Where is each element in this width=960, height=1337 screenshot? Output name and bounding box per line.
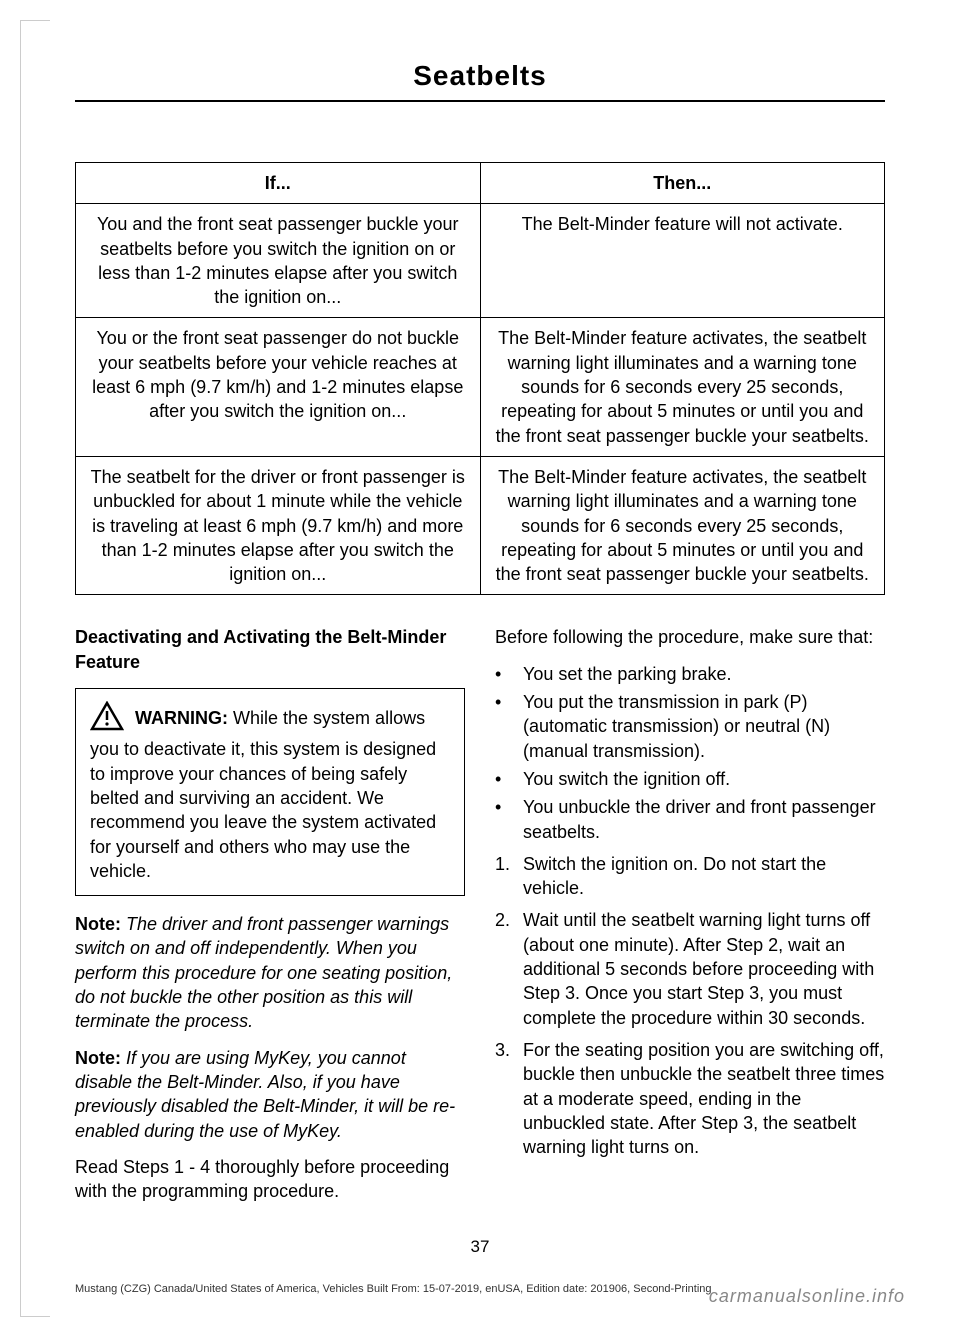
- step-number: 3.: [495, 1038, 523, 1159]
- page-header: Seatbelts: [75, 60, 885, 102]
- step-text: Switch the ignition on. Do not start the…: [523, 852, 885, 901]
- page-edge-decoration: [20, 20, 50, 1317]
- list-item-text: You put the transmission in park (P) (au…: [523, 690, 885, 763]
- table-row: You or the front seat passenger do not b…: [76, 318, 885, 456]
- prerequisite-list: •You set the parking brake. •You put the…: [495, 662, 885, 844]
- table-cell-if: The seatbelt for the driver or front pas…: [76, 456, 481, 594]
- warning-text: While the system allows you to deactivat…: [90, 708, 436, 881]
- table-cell-then: The Belt-Minder feature activates, the s…: [480, 318, 885, 456]
- list-item-text: You unbuckle the driver and front passen…: [523, 795, 885, 844]
- note-label: Note:: [75, 1048, 121, 1068]
- warning-box: WARNING: While the system allows you to …: [75, 688, 465, 896]
- bullet-marker: •: [495, 662, 523, 686]
- read-steps-text: Read Steps 1 - 4 thoroughly before proce…: [75, 1155, 465, 1204]
- step-number: 2.: [495, 908, 523, 1029]
- table-cell-if: You or the front seat passenger do not b…: [76, 318, 481, 456]
- procedure-intro: Before following the procedure, make sur…: [495, 625, 885, 649]
- list-item: •You switch the ignition off.: [495, 767, 885, 791]
- warning-triangle-icon: [90, 701, 124, 737]
- note-text: If you are using MyKey, you cannot disab…: [75, 1048, 455, 1141]
- table-cell-then: The Belt-Minder feature activates, the s…: [480, 456, 885, 594]
- table-row: The seatbelt for the driver or front pas…: [76, 456, 885, 594]
- list-item-text: You switch the ignition off.: [523, 767, 730, 791]
- step-number: 1.: [495, 852, 523, 901]
- list-item: •You set the parking brake.: [495, 662, 885, 686]
- step-text: Wait until the seatbelt warning light tu…: [523, 908, 885, 1029]
- left-column: Deactivating and Activating the Belt-Min…: [75, 625, 465, 1215]
- warning-label: WARNING:: [135, 708, 228, 728]
- step-text: For the seating position you are switchi…: [523, 1038, 885, 1159]
- table-header-if: If...: [76, 163, 481, 204]
- section-heading: Deactivating and Activating the Belt-Min…: [75, 625, 465, 674]
- watermark: carmanualsonline.info: [709, 1286, 905, 1307]
- note-label: Note:: [75, 914, 121, 934]
- page-number: 37: [0, 1237, 960, 1257]
- list-item-text: You set the parking brake.: [523, 662, 731, 686]
- note-paragraph: Note: If you are using MyKey, you cannot…: [75, 1046, 465, 1143]
- list-item: 1.Switch the ignition on. Do not start t…: [495, 852, 885, 901]
- table-header-then: Then...: [480, 163, 885, 204]
- bullet-marker: •: [495, 767, 523, 791]
- list-item: 2.Wait until the seatbelt warning light …: [495, 908, 885, 1029]
- table-cell-if: You and the front seat passenger buckle …: [76, 204, 481, 318]
- bullet-marker: •: [495, 690, 523, 763]
- table-row: You and the front seat passenger buckle …: [76, 204, 885, 318]
- note-paragraph: Note: The driver and front passenger war…: [75, 912, 465, 1033]
- note-text: The driver and front passenger warnings …: [75, 914, 452, 1031]
- content-columns: Deactivating and Activating the Belt-Min…: [75, 625, 885, 1215]
- page-title: Seatbelts: [75, 60, 885, 92]
- right-column: Before following the procedure, make sur…: [495, 625, 885, 1215]
- steps-list: 1.Switch the ignition on. Do not start t…: [495, 852, 885, 1160]
- belt-minder-table: If... Then... You and the front seat pas…: [75, 162, 885, 595]
- bullet-marker: •: [495, 795, 523, 844]
- list-item: •You put the transmission in park (P) (a…: [495, 690, 885, 763]
- list-item: 3.For the seating position you are switc…: [495, 1038, 885, 1159]
- table-cell-then: The Belt-Minder feature will not activat…: [480, 204, 885, 318]
- list-item: •You unbuckle the driver and front passe…: [495, 795, 885, 844]
